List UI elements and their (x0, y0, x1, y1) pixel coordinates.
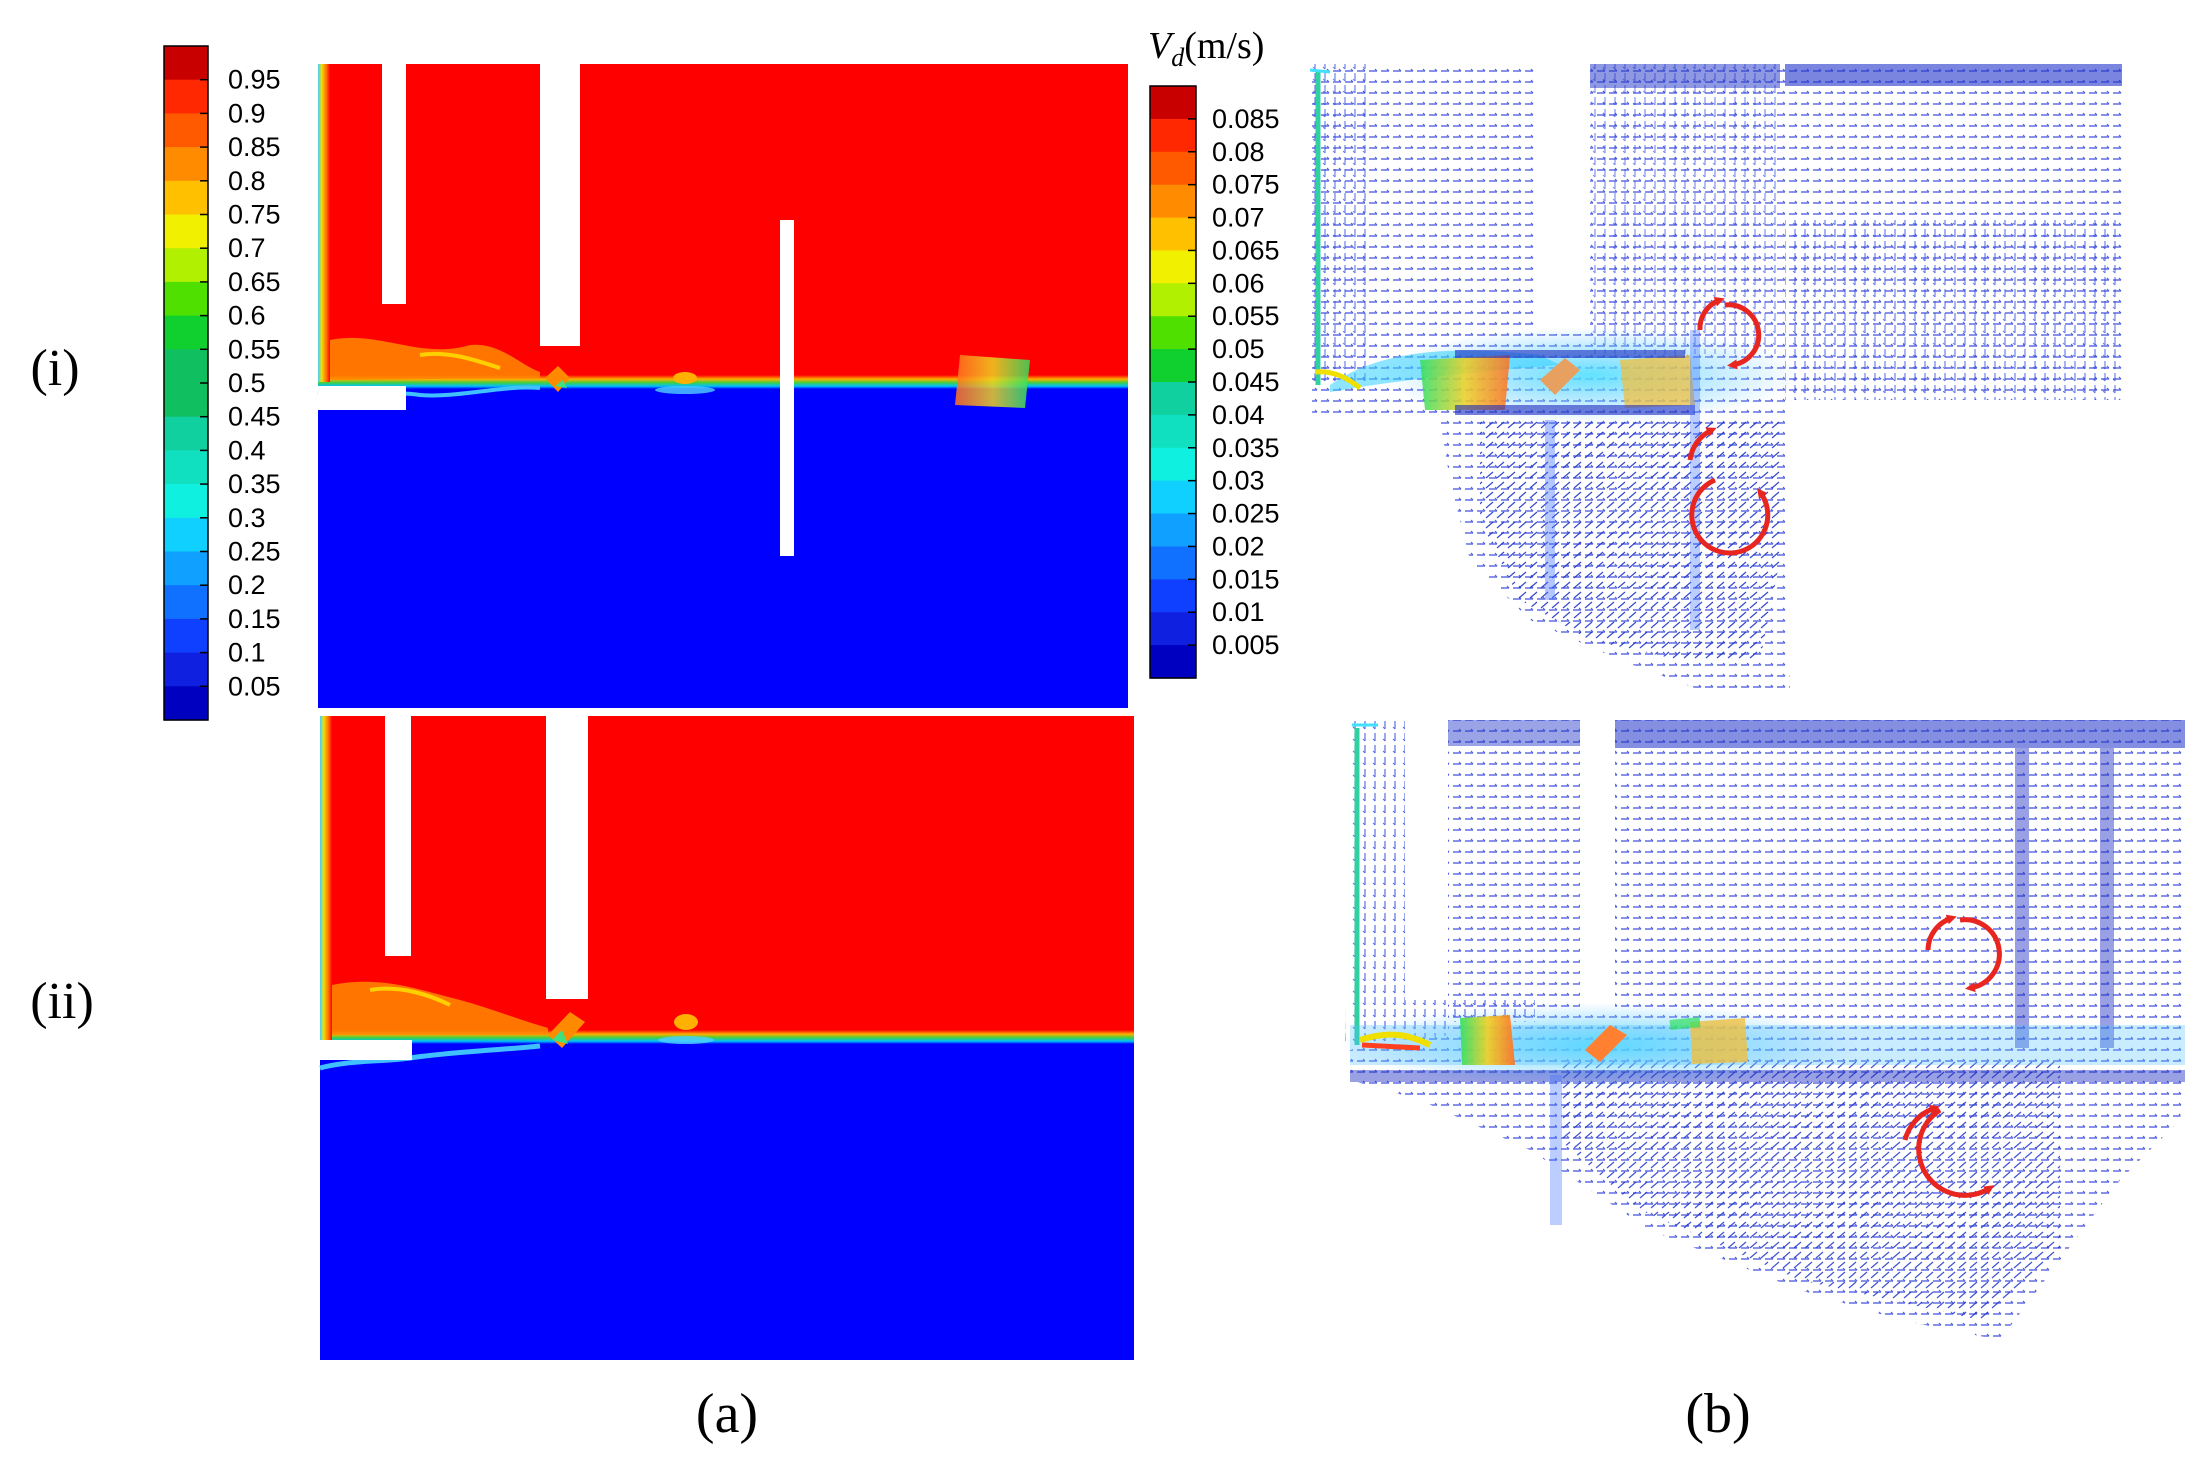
colorbar-b-swatch (1150, 184, 1196, 219)
colorbar-a-tick-label: 0.55 (228, 334, 281, 364)
colorbar-b-swatch (1150, 118, 1196, 153)
colorbar-a-tick-label: 0.1 (228, 638, 266, 668)
colorbar-b-tick-label: 0.075 (1212, 170, 1280, 200)
colorbar-b-tick-label: 0.055 (1212, 301, 1280, 331)
colorbar-b-tick-label: 0.015 (1212, 564, 1280, 594)
panel-label-a: (a) (696, 1383, 758, 1445)
colorbar-a-tick-label: 0.45 (228, 402, 281, 432)
vector-panel-b-ii (1340, 720, 2185, 1340)
colorbar-b-tick-label: 0.06 (1212, 268, 1265, 298)
colorbar-b-tick-label: 0.005 (1212, 630, 1280, 660)
colorbar-b-tick-label: 0.07 (1212, 203, 1265, 233)
colorbar-b-swatch (1150, 579, 1196, 613)
colorbar-b-swatch (1150, 86, 1196, 120)
colorbar-b-title: Vd(m/s) (1148, 25, 1264, 72)
colorbar-a-tick-label: 0.05 (228, 671, 281, 701)
colorbar-a-tick-label: 0.9 (228, 98, 266, 128)
colorbar-b-tick-label: 0.01 (1212, 597, 1265, 627)
colorbar-a-tick-label: 0.7 (228, 233, 266, 263)
colorbar-a-swatch (164, 484, 208, 519)
colorbar-a-swatch (164, 46, 208, 81)
colorbar-a-swatch (164, 349, 208, 384)
vortex-arrow-b-i-upper (1697, 296, 1762, 370)
colorbar-b-swatch (1150, 645, 1196, 679)
panel-label-b: (b) (1685, 1383, 1750, 1445)
colorbar-b-tick-label: 0.025 (1212, 499, 1280, 529)
colorbar-a-tick-label: 0.95 (228, 65, 281, 95)
colorbar-a-ticks: 0.950.90.850.80.750.70.650.60.550.50.450… (200, 65, 281, 701)
colorbar-b-swatch (1150, 513, 1196, 548)
colorbar-a-tick-label: 0.2 (228, 570, 266, 600)
colorbar-a-swatches (163, 45, 209, 721)
colorbar-a-swatch (164, 551, 208, 586)
colorbar-b-swatch (1150, 283, 1196, 317)
colorbar-a: 0.950.90.850.80.750.70.650.60.550.50.450… (163, 45, 281, 721)
colorbar-b-tick-label: 0.035 (1212, 433, 1280, 463)
colorbar-a-tick-label: 0.35 (228, 469, 281, 499)
colorbar-b-swatches (1149, 85, 1197, 679)
row-label-i: (i) (30, 340, 79, 397)
colorbar-a-tick-label: 0.15 (228, 604, 281, 634)
colorbar-b-tick-label: 0.085 (1212, 104, 1280, 134)
vortex-arrow-b-ii-lower (1902, 1104, 1995, 1198)
row-label-ii: (ii) (30, 973, 94, 1030)
colorbar-b-swatch (1150, 612, 1196, 646)
colorbar-a-tick-label: 0.4 (228, 435, 266, 465)
colorbar-b-tick-label: 0.05 (1212, 334, 1265, 364)
colorbar-b-tick-label: 0.065 (1212, 235, 1280, 265)
colorbar-a-swatch (164, 416, 208, 451)
colorbar-b-swatch (1150, 447, 1196, 482)
colorbar-b-tick-label: 0.02 (1212, 531, 1265, 561)
colorbar-b: Vd(m/s) 0.0850.080.0750.070.0650.060.055… (1148, 25, 1280, 679)
colorbar-b-swatch (1150, 250, 1196, 284)
colorbar-b-swatch (1150, 349, 1196, 383)
colorbar-b-tick-label: 0.045 (1212, 367, 1280, 397)
colorbar-b-swatch (1150, 414, 1196, 449)
vortex-arrow-b-ii-upper (1925, 914, 2002, 993)
colorbar-a-swatch (164, 281, 208, 317)
colorbar-a-tick-label: 0.8 (228, 166, 266, 196)
colorbar-a-swatch (164, 315, 208, 350)
colorbar-a-tick-label: 0.65 (228, 267, 281, 297)
colorbar-a-tick-label: 0.3 (228, 503, 266, 533)
contour-panel-a-ii (319, 716, 1134, 1360)
colorbar-a-swatch (164, 79, 208, 114)
colorbar-b-swatch (1150, 217, 1196, 252)
colorbar-b-tick-label: 0.08 (1212, 137, 1265, 167)
colorbar-a-tick-label: 0.5 (228, 368, 266, 398)
colorbar-a-swatch (164, 517, 208, 553)
colorbar-a-swatch (164, 180, 208, 216)
colorbar-a-tick-label: 0.75 (228, 200, 281, 230)
colorbar-a-swatch (164, 383, 208, 418)
colorbar-b-tick-label: 0.03 (1212, 466, 1265, 496)
vortex-arrow-b-i-lower (1687, 427, 1771, 556)
colorbar-a-swatch (164, 113, 208, 148)
colorbar-a-swatch (164, 214, 208, 249)
colorbar-a-swatch (164, 147, 208, 182)
colorbar-a-tick-label: 0.25 (228, 537, 281, 567)
colorbar-a-swatch (164, 585, 208, 620)
colorbar-b-swatch (1150, 316, 1196, 350)
colorbar-a-swatch (164, 248, 208, 283)
colorbar-a-tick-label: 0.6 (228, 301, 266, 331)
colorbar-a-swatch (164, 686, 208, 721)
vector-panel-b-i (955, 64, 2122, 690)
contour-panel-a-i (317, 64, 1128, 708)
colorbar-b-swatch (1150, 546, 1196, 580)
colorbar-b-swatch (1150, 151, 1196, 186)
colorbar-a-tick-label: 0.85 (228, 132, 281, 162)
colorbar-a-swatch (164, 618, 208, 654)
colorbar-a-swatch (164, 652, 208, 687)
colorbar-a-swatch (164, 450, 208, 485)
colorbar-b-swatch (1150, 480, 1196, 515)
colorbar-b-ticks: 0.0850.080.0750.070.0650.060.0550.050.04… (1188, 104, 1280, 660)
colorbar-b-swatch (1150, 382, 1196, 416)
colorbar-b-tick-label: 0.04 (1212, 400, 1265, 430)
